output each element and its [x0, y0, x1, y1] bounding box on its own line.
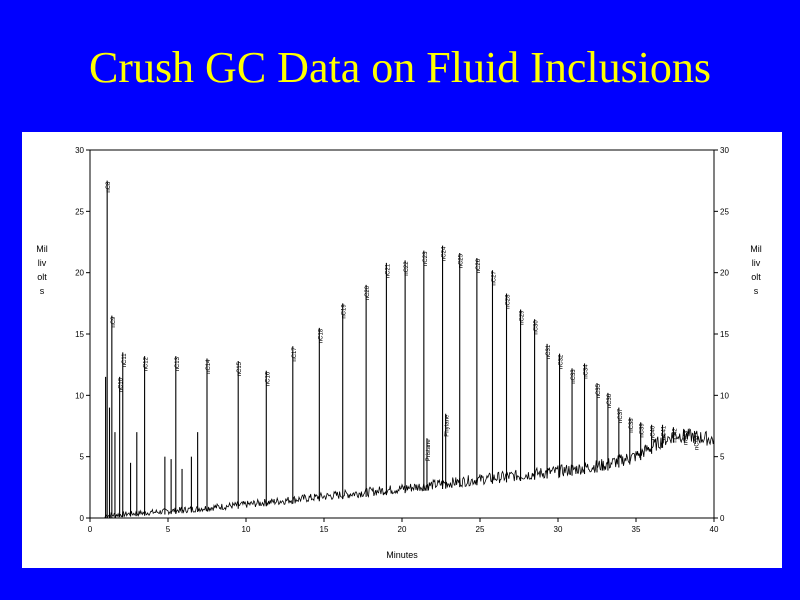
peak-label: nC23 [423, 251, 429, 266]
peak-label: nC24 [442, 246, 448, 261]
peak-label: nC17 [292, 347, 298, 362]
peak-label: nC34 [584, 364, 590, 379]
peak-label: nC38 [629, 418, 635, 433]
baseline-trace [90, 428, 715, 519]
peak-label: nC37 [618, 408, 624, 423]
peak-label: nC14 [206, 359, 212, 374]
peak-label: nC43 [683, 430, 689, 445]
peak-label: nC44 [694, 435, 700, 450]
x-tick-label: 10 [242, 525, 251, 534]
y-axis-label-right: Millivolts [750, 244, 762, 296]
peak-label: nC16 [265, 371, 271, 386]
peak-label: nC10 [119, 377, 125, 392]
peak-label: nC36 [607, 393, 613, 408]
peak-labels: nC8 nC9 nC10 nC11 nC12 nC13 nC14 nC15 nC16 nC17 nC… [106, 181, 700, 461]
y-tick-label-left: 20 [75, 269, 84, 278]
y-tick-label-left: 15 [75, 330, 84, 339]
peak-label: nC26 [476, 258, 482, 273]
peak-label: nC31 [546, 344, 552, 359]
x-tick-label: 25 [476, 525, 485, 534]
y-tick-label-right: 30 [720, 146, 729, 155]
chart-axes [86, 149, 718, 522]
chromatogram-chart: nC8 nC9 nC10 nC11 nC12 nC13 nC14 nC15 nC16 nC17 nC… [75, 146, 729, 560]
peak-label: nC30 [534, 320, 540, 335]
x-tick-label: 30 [554, 525, 563, 534]
peak-label: nC21 [385, 263, 391, 278]
peak-label: nC13 [175, 356, 181, 371]
peak-label: nC22 [404, 261, 410, 276]
y-tick-label-right: 15 [720, 330, 729, 339]
y-tick-label-left: 30 [75, 146, 84, 155]
x-axis-label: Minutes [386, 550, 418, 560]
peak-label: nC20 [365, 285, 371, 300]
y-tick-label-left: 5 [80, 453, 85, 462]
peak-label: nC41 [662, 425, 668, 440]
peak-label: nC32 [559, 354, 565, 369]
plot-frame [89, 149, 715, 519]
peak-label: nC40 [651, 425, 657, 440]
y-axis-label-left: Millivolts [36, 244, 48, 296]
chromatogram-panel: nC8 nC9 nC10 nC11 nC12 nC13 nC14 nC15 nC16 nC17 nC… [22, 132, 782, 568]
x-tick-label: 35 [632, 525, 641, 534]
peak-label: nC8 [106, 181, 112, 193]
peak-label: nC39 [640, 423, 646, 438]
peak-label: nC15 [237, 361, 243, 376]
y-tick-label-right: 0 [720, 514, 725, 523]
y-tick-label-left: 0 [80, 514, 85, 523]
peak-label: nC33 [571, 369, 577, 384]
minor-peak-label: Phytane [445, 414, 451, 437]
y-tick-label-right: 20 [720, 269, 729, 278]
x-tick-label: 40 [710, 525, 719, 534]
y-tick-label-right: 10 [720, 391, 729, 400]
y-tick-label-left: 25 [75, 207, 84, 216]
peak-label: nC12 [144, 356, 150, 371]
peak-label: nC27 [491, 271, 497, 286]
minor-peak-label: Pristane [426, 439, 432, 462]
x-tick-label: 20 [398, 525, 407, 534]
peak-label: nC42 [672, 428, 678, 443]
x-tick-label: 0 [88, 525, 93, 534]
peak-label: nC35 [596, 383, 602, 398]
x-tick-label: 15 [320, 525, 329, 534]
peak-label: nC11 [122, 353, 128, 368]
y-tick-label-right: 5 [720, 453, 725, 462]
peak-label: nC25 [459, 253, 465, 268]
peak-label: nC28 [506, 294, 512, 309]
x-tick-label: 5 [166, 525, 171, 534]
y-tick-label-left: 10 [75, 391, 84, 400]
chromatogram-trace [90, 180, 715, 519]
peak-label: nC9 [111, 316, 117, 328]
y-tick-label-right: 25 [720, 207, 729, 216]
peak-label: nC19 [342, 304, 348, 319]
slide-title: Crush GC Data on Fluid Inclusions [88, 43, 712, 92]
peak-label: nC18 [318, 328, 324, 343]
peak-label: nC29 [520, 310, 526, 325]
